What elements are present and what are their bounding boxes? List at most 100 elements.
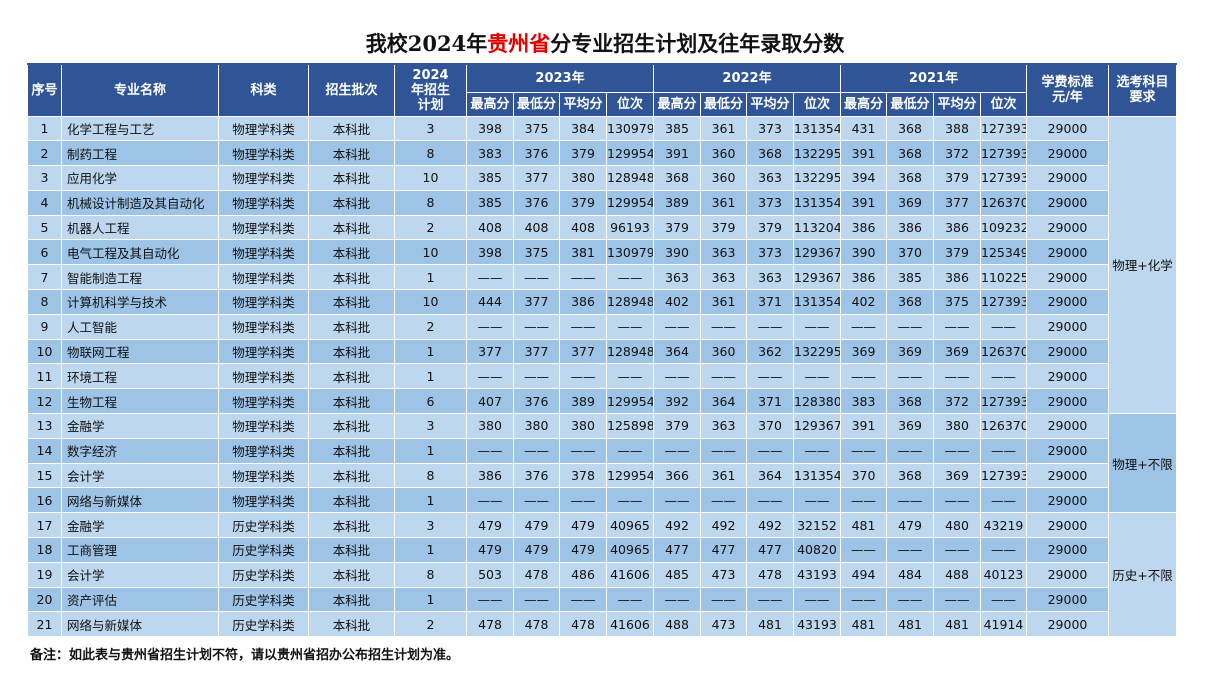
cell-y2022-max: 402 bbox=[653, 289, 701, 315]
cell-y2022-rank: —— bbox=[793, 586, 841, 613]
cell-y2021-max: 431 bbox=[840, 115, 887, 142]
cell-y2022-rank: —— bbox=[793, 363, 841, 390]
cell-seq: 9 bbox=[27, 313, 62, 340]
table-row: 3 应用化学 物理学科类 本科批 10 385 377 380 128948 368 360 363 1… bbox=[27, 165, 1177, 191]
table-row: 6 电气工程及其自动化 物理学科类 本科批 10 398 375 381 130979 390 36… bbox=[27, 239, 1177, 266]
cell-major: 机器人工程 bbox=[61, 214, 219, 241]
cell-y2023-min: 375 bbox=[513, 115, 560, 142]
cell-y2023-max: 383 bbox=[466, 140, 514, 167]
cell-tuition: 29000 bbox=[1026, 165, 1109, 191]
cell-y2022-rank: 129367 bbox=[793, 413, 841, 439]
cell-y2022-avg: 478 bbox=[746, 561, 794, 588]
cell-y2022-avg: 373 bbox=[746, 189, 794, 216]
cell-y2022-rank: —— bbox=[793, 487, 841, 514]
cell-batch: 本科批 bbox=[308, 512, 395, 539]
cell-y2023-min: 380 bbox=[513, 413, 560, 439]
cell-major: 智能制造工程 bbox=[61, 264, 219, 291]
header-sub-rank: 位次 bbox=[980, 91, 1027, 117]
cell-y2022-min: 361 bbox=[700, 115, 747, 142]
cell-y2022-rank: —— bbox=[793, 313, 841, 340]
cell-batch: 本科批 bbox=[308, 462, 395, 489]
cell-y2021-max: —— bbox=[840, 537, 887, 563]
cell-y2022-avg: —— bbox=[746, 313, 794, 340]
header-year-2022: 2022年 bbox=[653, 63, 841, 93]
cell-y2023-rank: 129954 bbox=[606, 189, 654, 216]
cell-y2022-min: 473 bbox=[700, 611, 747, 638]
table-row: 19 会计学 历史学科类 本科批 8 503 478 486 41606 485 473 478 431… bbox=[27, 561, 1177, 588]
cell-y2022-max: 477 bbox=[653, 537, 701, 563]
cell-y2023-max: 478 bbox=[466, 611, 514, 638]
cell-batch: 本科批 bbox=[308, 561, 395, 588]
cell-y2022-min: 360 bbox=[700, 140, 747, 167]
cell-category: 物理学科类 bbox=[218, 363, 309, 390]
cell-y2022-rank: 131354 bbox=[793, 289, 841, 315]
cell-y2021-rank: 43219 bbox=[980, 512, 1027, 539]
cell-plan-2024: 6 bbox=[394, 388, 467, 415]
cell-y2022-max: 389 bbox=[653, 189, 701, 216]
cell-y2023-min: —— bbox=[513, 313, 560, 340]
cell-tuition: 29000 bbox=[1026, 264, 1109, 291]
title-suffix: 分专业招生计划及往年录取分数 bbox=[550, 31, 845, 56]
cell-y2023-max: 408 bbox=[466, 214, 514, 241]
cell-plan-2024: 8 bbox=[394, 462, 467, 489]
cell-y2023-max: —— bbox=[466, 437, 514, 464]
cell-major: 环境工程 bbox=[61, 363, 219, 390]
cell-y2023-min: 376 bbox=[513, 189, 560, 216]
header-sub-avg: 平均分 bbox=[746, 91, 794, 117]
table-row: 16 网络与新媒体 物理学科类 本科批 1 —— —— —— —— —— —— —— —— —— —— —— —… bbox=[27, 487, 1177, 514]
cell-y2022-avg: 371 bbox=[746, 289, 794, 315]
cell-y2022-rank: —— bbox=[793, 437, 841, 464]
cell-y2021-max: 391 bbox=[840, 140, 887, 167]
header-year-2023: 2023年 bbox=[466, 63, 654, 93]
cell-y2023-min: 478 bbox=[513, 561, 560, 588]
cell-category: 物理学科类 bbox=[218, 289, 309, 315]
cell-seq: 17 bbox=[27, 512, 62, 539]
header-sub-max: 最高分 bbox=[653, 91, 701, 117]
cell-y2021-avg: 388 bbox=[933, 115, 981, 142]
cell-y2021-min: 368 bbox=[886, 388, 934, 415]
cell-y2023-max: 385 bbox=[466, 189, 514, 216]
cell-y2023-min: 376 bbox=[513, 140, 560, 167]
cell-category: 物理学科类 bbox=[218, 388, 309, 415]
cell-y2021-min: 385 bbox=[886, 264, 934, 291]
cell-y2022-min: 361 bbox=[700, 189, 747, 216]
cell-batch: 本科批 bbox=[308, 537, 395, 563]
cell-y2023-rank: —— bbox=[606, 264, 654, 291]
cell-y2023-avg: 479 bbox=[559, 537, 607, 563]
cell-plan-2024: 8 bbox=[394, 561, 467, 588]
cell-seq: 13 bbox=[27, 413, 62, 439]
cell-y2021-min: 368 bbox=[886, 165, 934, 191]
cell-y2021-max: 386 bbox=[840, 264, 887, 291]
cell-y2021-rank: 127393 bbox=[980, 462, 1027, 489]
cell-major: 物联网工程 bbox=[61, 338, 219, 365]
cell-major: 生物工程 bbox=[61, 388, 219, 415]
table-row: 21 网络与新媒体 历史学科类 本科批 2 478 478 478 41606 488 473 481… bbox=[27, 611, 1177, 638]
cell-seq: 12 bbox=[27, 388, 62, 415]
cell-category: 历史学科类 bbox=[218, 561, 309, 588]
cell-y2022-rank: 131354 bbox=[793, 189, 841, 216]
cell-y2022-avg: —— bbox=[746, 586, 794, 613]
cell-y2023-min: 479 bbox=[513, 537, 560, 563]
cell-y2021-avg: 377 bbox=[933, 189, 981, 216]
cell-seq: 6 bbox=[27, 239, 62, 266]
table-row: 20 资产评估 历史学科类 本科批 1 —— —— —— —— —— —— —— —— —— —— —— —— 2… bbox=[27, 586, 1177, 613]
cell-y2021-max: 369 bbox=[840, 338, 887, 365]
cell-seq: 3 bbox=[27, 165, 62, 191]
cell-y2023-rank: —— bbox=[606, 437, 654, 464]
cell-tuition: 29000 bbox=[1026, 512, 1109, 539]
cell-y2022-min: 364 bbox=[700, 388, 747, 415]
cell-y2023-max: 385 bbox=[466, 165, 514, 191]
cell-y2022-max: 364 bbox=[653, 338, 701, 365]
header-major: 专业名称 bbox=[61, 63, 219, 117]
cell-plan-2024: 2 bbox=[394, 611, 467, 638]
cell-plan-2024: 3 bbox=[394, 512, 467, 539]
cell-y2023-min: 478 bbox=[513, 611, 560, 638]
cell-y2022-rank: 131354 bbox=[793, 462, 841, 489]
cell-y2022-avg: 363 bbox=[746, 264, 794, 291]
cell-y2021-min: 368 bbox=[886, 462, 934, 489]
cell-y2021-avg: 481 bbox=[933, 611, 981, 638]
cell-tuition: 29000 bbox=[1026, 462, 1109, 489]
cell-requirement: 物理+不限 bbox=[1108, 413, 1177, 514]
cell-y2022-min: 363 bbox=[700, 264, 747, 291]
table-row: 14 数字经济 物理学科类 本科批 1 —— —— —— —— —— —— —— —— —— —— —— —— 2… bbox=[27, 437, 1177, 464]
